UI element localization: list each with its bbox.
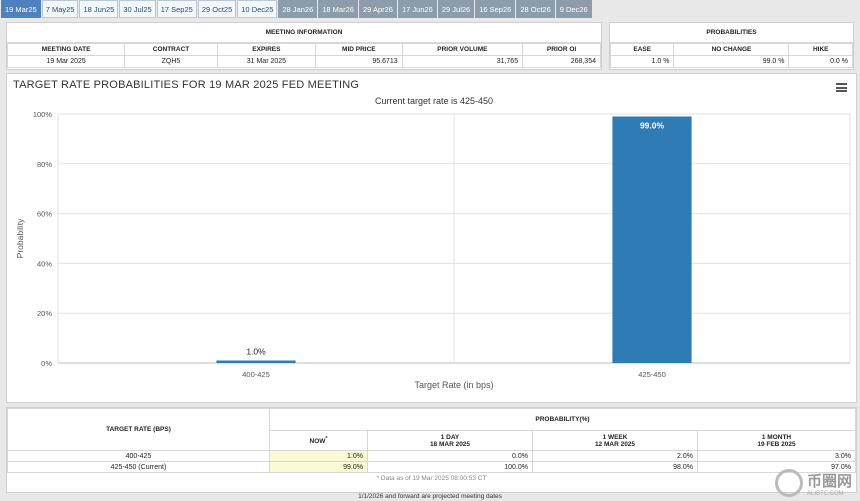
- col-no-change: NO CHANGE: [673, 43, 790, 56]
- tab-meeting-date[interactable]: 29 Jul26: [437, 0, 475, 18]
- hamburger-menu-icon[interactable]: [836, 83, 847, 92]
- y-tick-label: 80%: [37, 160, 52, 169]
- now-label: NOW: [309, 438, 326, 446]
- tab-meeting-date[interactable]: 10 Dec25: [237, 0, 278, 18]
- tab-meeting-date[interactable]: 29 Apr26: [358, 0, 397, 18]
- probability-bar-chart: Current target rate is 425-450 0% 20% 40% 60…: [15, 96, 851, 390]
- y-tick-label: 100%: [33, 110, 53, 119]
- tab-meeting-date[interactable]: 9 Dec26: [555, 0, 592, 18]
- col-expires: EXPIRES: [216, 43, 317, 56]
- col-ease: EASE: [609, 43, 675, 56]
- tab-meeting-date[interactable]: 17 Jun26: [397, 0, 437, 18]
- bar-400-425: [216, 360, 296, 363]
- tab-meeting-date[interactable]: 30 Jul25: [119, 0, 156, 18]
- col-1-week: 1 WEEK 12 MAR 2025: [532, 430, 698, 451]
- y-tick-label: 60%: [37, 210, 52, 219]
- row-week: 98.0%: [532, 461, 698, 473]
- period-date: 12 MAR 2025: [594, 440, 636, 448]
- probability-history-panel: TARGET RATE (BPS) PROBABILITY(%) NOW* 1 …: [6, 407, 857, 493]
- val-prior-oi: 268,354: [522, 55, 601, 68]
- watermark-text-group: 币圈网 ALIBTC.COM: [807, 470, 852, 497]
- chart-title: TARGET RATE PROBABILITIES FOR 19 MAR 202…: [13, 79, 360, 91]
- table-row: 425-450 (Current) 99.0% 100.0% 98.0% 97.…: [7, 461, 856, 473]
- y-axis-title: Probability: [15, 218, 25, 258]
- tab-meeting-date[interactable]: 19 Mar25: [1, 0, 41, 18]
- bar-data-label: 1.0%: [246, 347, 266, 357]
- row-day: 100.0%: [367, 461, 533, 473]
- y-tick-label: 40%: [37, 259, 52, 268]
- period-label: 1 MONTH: [761, 433, 792, 441]
- val-no-change: 99.0 %: [673, 55, 790, 68]
- y-tick-label: 20%: [37, 309, 52, 318]
- val-mid-price: 95.6713: [315, 55, 403, 68]
- row-day: 0.0%: [367, 450, 533, 462]
- row-rate: 425-450 (Current): [7, 461, 270, 473]
- val-hike: 0.0 %: [788, 55, 853, 68]
- val-ease: 1.0 %: [609, 55, 675, 68]
- col-target-rate: TARGET RATE (BPS): [7, 408, 270, 451]
- tab-meeting-date[interactable]: 7 May25: [41, 0, 79, 18]
- val-contract: ZQH5: [124, 55, 218, 68]
- watermark-text: 币圈网: [806, 472, 852, 490]
- val-expires: 31 Mar 2025: [216, 55, 317, 68]
- row-month: 97.0%: [697, 461, 856, 473]
- col-probability: PROBABILITY(%): [269, 408, 856, 431]
- tab-meeting-date[interactable]: 29 Oct25: [197, 0, 237, 18]
- chart-panel: TARGET RATE PROBABILITIES FOR 19 MAR 202…: [6, 73, 857, 403]
- col-now: NOW*: [269, 430, 368, 451]
- projected-dates-footer: 1/1/2026 and forward are projected meeti…: [358, 493, 502, 500]
- period-label: 1 DAY: [440, 433, 460, 441]
- meeting-information-panel: MEETING INFORMATION MEETING DATE CONTRAC…: [6, 22, 602, 70]
- row-rate: 400-425: [7, 450, 270, 462]
- val-prior-volume: 31,765: [401, 55, 524, 68]
- data-timestamp-note: * Data as of 19 Mar 2025 08:00:53 CT: [376, 475, 487, 482]
- x-tick-label: 400-425: [242, 370, 270, 379]
- x-axis-title: Target Rate (in bps): [414, 380, 493, 390]
- tab-meeting-date[interactable]: 28 Oct26: [516, 0, 555, 18]
- probability-history-table: TARGET RATE (BPS) PROBABILITY(%) NOW* 1 …: [7, 408, 856, 473]
- col-meeting-date: MEETING DATE: [6, 43, 126, 56]
- y-tick-label: 0%: [41, 359, 52, 368]
- row-now: 1.0%: [269, 450, 368, 462]
- col-mid-price: MID PRICE: [315, 43, 403, 56]
- probabilities-table: EASE NO CHANGE HIKE 1.0 % 99.0 % 0.0 %: [609, 43, 853, 68]
- col-hike: HIKE: [788, 43, 853, 56]
- tab-meeting-date[interactable]: 18 Mar26: [318, 0, 358, 18]
- row-now: 99.0%: [269, 461, 368, 473]
- watermark-logo-icon: [774, 469, 803, 497]
- now-footnote-mark: *: [325, 435, 328, 442]
- row-week: 2.0%: [532, 450, 698, 462]
- col-prior-volume: PRIOR VOLUME: [401, 43, 524, 56]
- period-date: 19 FEB 2025: [757, 440, 796, 448]
- chart-subtitle: Current target rate is 425-450: [375, 96, 493, 106]
- val-meeting-date: 19 Mar 2025: [6, 55, 126, 68]
- watermark: 币圈网 ALIBTC.COM: [774, 469, 852, 497]
- meeting-information-header: MEETING INFORMATION: [7, 23, 601, 43]
- tab-meeting-date[interactable]: 18 Jun25: [79, 0, 119, 18]
- period-label: 1 WEEK: [602, 433, 628, 441]
- tab-meeting-date[interactable]: 17 Sep25: [156, 0, 197, 18]
- probabilities-header: PROBABILITIES: [610, 23, 853, 43]
- bar-data-label: 99.0%: [640, 120, 665, 130]
- col-1-month: 1 MONTH 19 FEB 2025: [697, 430, 856, 451]
- tab-meeting-date[interactable]: 16 Sep26: [475, 0, 516, 18]
- x-tick-label: 425-450: [638, 370, 666, 379]
- period-date: 18 MAR 2025: [429, 440, 471, 448]
- bar-425-450: [612, 116, 692, 363]
- col-contract: CONTRACT: [124, 43, 218, 56]
- row-month: 3.0%: [697, 450, 856, 462]
- table-row: 400-425 1.0% 0.0% 2.0% 3.0%: [7, 450, 856, 462]
- col-prior-oi: PRIOR OI: [522, 43, 601, 56]
- col-1-day: 1 DAY 18 MAR 2025: [367, 430, 533, 451]
- meeting-tabs: 19 Mar25 7 May25 18 Jun25 30 Jul25 17 Sep25 2…: [0, 0, 860, 19]
- tab-meeting-date[interactable]: 28 Jan26: [278, 0, 318, 18]
- watermark-subtext: ALIBTC.COM: [806, 490, 844, 497]
- probabilities-panel: PROBABILITIES EASE NO CHANGE HIKE 1.0 % …: [609, 22, 854, 70]
- meeting-information-table: MEETING DATE CONTRACT EXPIRES MID PRICE …: [6, 43, 601, 68]
